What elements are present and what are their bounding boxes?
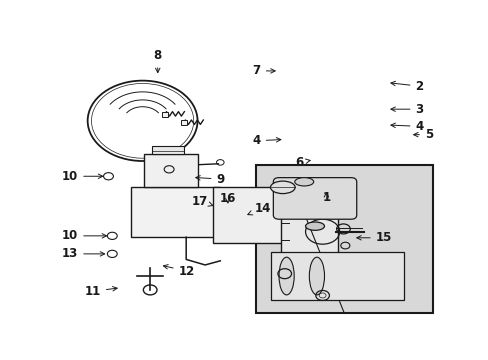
Text: 4: 4 [252, 134, 280, 147]
Text: 2: 2 [390, 80, 423, 93]
Text: 7: 7 [252, 64, 275, 77]
Text: 14: 14 [247, 202, 270, 215]
Bar [271, 252, 403, 300]
Text: 10: 10 [62, 170, 102, 183]
Ellipse shape [309, 257, 324, 295]
Bar [144, 154, 197, 187]
Bar [180, 120, 187, 125]
Text: 3: 3 [390, 103, 423, 116]
Text: 5: 5 [413, 128, 432, 141]
Text: 6: 6 [295, 156, 309, 169]
Ellipse shape [270, 181, 295, 194]
Text: 10: 10 [62, 229, 106, 242]
Text: 11: 11 [84, 285, 117, 298]
Text: 8: 8 [153, 49, 162, 73]
Bar [280, 204, 337, 260]
Ellipse shape [279, 257, 294, 295]
Text: 12: 12 [163, 265, 194, 278]
Bar [131, 187, 220, 237]
Text: 13: 13 [62, 247, 104, 260]
Bar [212, 187, 296, 243]
Bar [152, 146, 183, 154]
Ellipse shape [305, 222, 324, 230]
Text: 17: 17 [191, 195, 213, 208]
Bar [162, 112, 168, 117]
Text: 16: 16 [219, 192, 236, 205]
Text: 15: 15 [356, 231, 391, 244]
Ellipse shape [294, 177, 313, 186]
Bar [256, 165, 432, 314]
Text: 4: 4 [390, 120, 423, 133]
FancyBboxPatch shape [273, 177, 356, 219]
Text: 9: 9 [195, 172, 224, 185]
Text: 1: 1 [322, 190, 330, 203]
